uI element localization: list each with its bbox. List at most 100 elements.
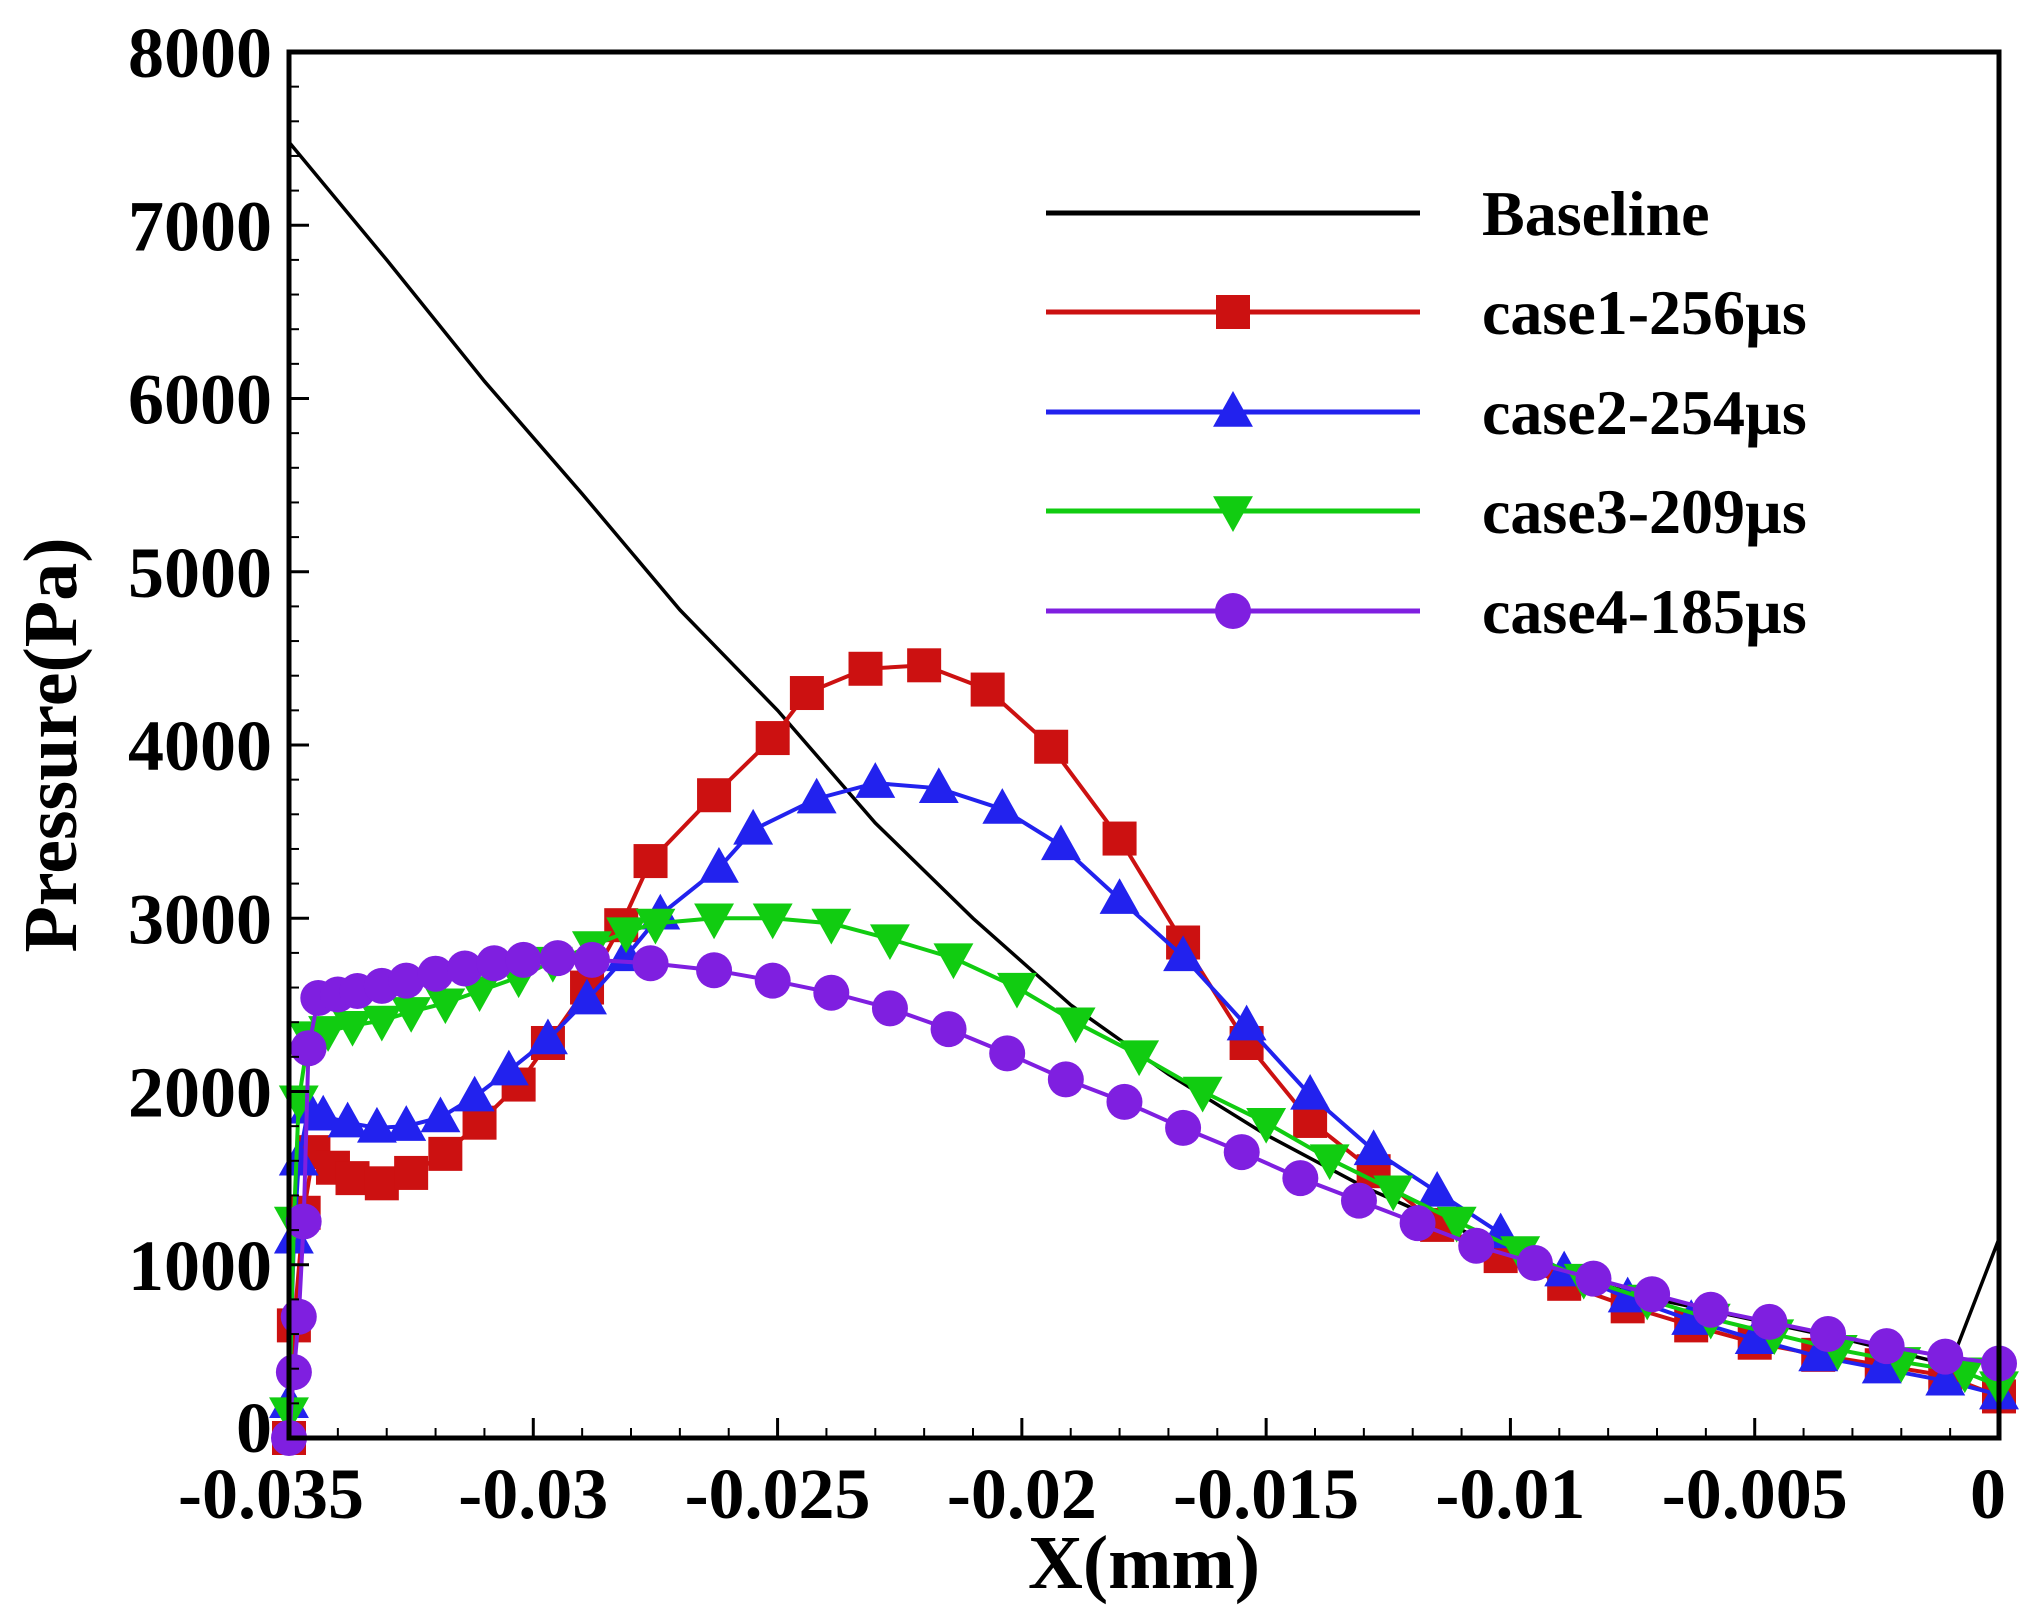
data-point <box>488 1049 529 1086</box>
series-layer <box>269 140 2019 1456</box>
data-point <box>335 1161 370 1196</box>
y-tick-label: 0 <box>236 1388 272 1468</box>
legend-label: case1-256µs <box>1482 277 1807 348</box>
plot-frame <box>286 49 2002 1441</box>
legend-marker <box>1215 593 1251 629</box>
axes-layer: -0.035 -0.03 -0.025 -0.02 -0.015 -0.01 -0.005 0… <box>128 13 2006 1534</box>
legend-marker <box>1216 295 1250 329</box>
legend-item: case2-254µs <box>1046 377 1807 448</box>
data-point <box>869 924 910 961</box>
data-point <box>1692 1291 1729 1328</box>
data-point <box>1373 1175 1414 1212</box>
y-tick-label: 2000 <box>128 1053 272 1133</box>
data-point <box>476 945 513 982</box>
data-point <box>303 1094 344 1131</box>
data-point <box>567 978 607 1015</box>
data-point <box>1282 1160 1319 1197</box>
data-point <box>573 941 610 978</box>
legend-marker <box>1213 391 1253 427</box>
data-point <box>1055 1007 1096 1044</box>
x-tick-label: -0.005 <box>1662 1454 1848 1534</box>
data-point <box>635 908 676 945</box>
data-point <box>1102 821 1137 856</box>
data-point <box>1516 1245 1553 1282</box>
data-point <box>855 762 896 798</box>
data-point <box>697 778 732 813</box>
data-point <box>275 1354 312 1391</box>
data-point <box>1927 1338 1964 1375</box>
data-point <box>970 672 1005 707</box>
legend-item: case4-185µs <box>1046 576 1807 647</box>
data-point <box>446 950 483 987</box>
legend-item: case1-256µs <box>1046 277 1807 348</box>
data-point <box>989 1035 1026 1072</box>
data-point <box>420 1096 461 1133</box>
data-point <box>733 808 774 845</box>
legend-item: Baseline <box>1046 178 1710 249</box>
data-point <box>1353 1129 1394 1166</box>
data-point <box>391 997 432 1033</box>
data-point <box>1047 1061 1084 1098</box>
data-point <box>1099 878 1140 914</box>
data-point <box>1226 1004 1267 1041</box>
data-point <box>754 962 791 999</box>
data-point <box>361 1005 402 1042</box>
data-point <box>1417 1170 1458 1207</box>
data-point <box>1575 1260 1612 1297</box>
data-point <box>933 943 974 980</box>
data-point <box>755 721 790 756</box>
data-point <box>539 940 576 977</box>
data-point <box>505 941 542 978</box>
data-point <box>796 777 837 814</box>
y-tick-label: 7000 <box>128 186 272 266</box>
legend-label: case2-254µs <box>1482 377 1807 448</box>
data-point <box>1223 1134 1260 1171</box>
data-point <box>527 1018 568 1055</box>
legend-label: case3-209µs <box>1482 476 1807 547</box>
data-point <box>1925 1359 1966 1396</box>
data-point <box>1798 1335 1839 1372</box>
data-point <box>332 1010 373 1047</box>
data-point <box>1671 1299 1712 1335</box>
legend-label: Baseline <box>1482 178 1710 249</box>
data-point <box>918 767 959 804</box>
data-point <box>1634 1276 1671 1313</box>
data-point <box>1810 1316 1846 1353</box>
data-point <box>1040 824 1081 861</box>
y-tick-label: 5000 <box>128 533 272 613</box>
x-tick-label: 0 <box>1970 1454 2006 1534</box>
data-point <box>417 955 454 992</box>
data-point <box>606 917 647 954</box>
data-point <box>356 1106 397 1143</box>
data-point <box>752 903 793 940</box>
data-point <box>327 1101 368 1138</box>
x-tick-label: -0.015 <box>1173 1454 1359 1534</box>
data-point <box>1436 1206 1477 1243</box>
data-point <box>1163 935 1204 972</box>
data-point <box>386 1105 427 1141</box>
y-tick-label: 4000 <box>128 706 272 786</box>
data-point <box>811 908 852 945</box>
data-point <box>813 974 850 1011</box>
data-point <box>930 1011 967 1048</box>
legend-item: case3-209µs <box>1046 476 1807 547</box>
data-point <box>1734 1318 1775 1354</box>
data-point <box>1106 1083 1143 1120</box>
data-point <box>1399 1205 1436 1242</box>
data-point <box>982 788 1023 824</box>
x-tick-label: -0.025 <box>685 1454 871 1534</box>
data-point <box>1246 1107 1287 1144</box>
data-point <box>1458 1227 1495 1264</box>
data-point <box>633 844 668 879</box>
data-point <box>696 952 733 989</box>
data-point <box>997 972 1037 1009</box>
data-point <box>1165 1109 1202 1146</box>
y-tick-label: 8000 <box>128 13 272 93</box>
y-axis-title: Pressure(Pa) <box>9 537 93 952</box>
series-3 <box>269 762 2019 1419</box>
data-point <box>1751 1303 1788 1340</box>
legend-marker <box>1213 496 1253 532</box>
data-point <box>425 988 466 1025</box>
x-tick-label: -0.035 <box>178 1454 364 1534</box>
